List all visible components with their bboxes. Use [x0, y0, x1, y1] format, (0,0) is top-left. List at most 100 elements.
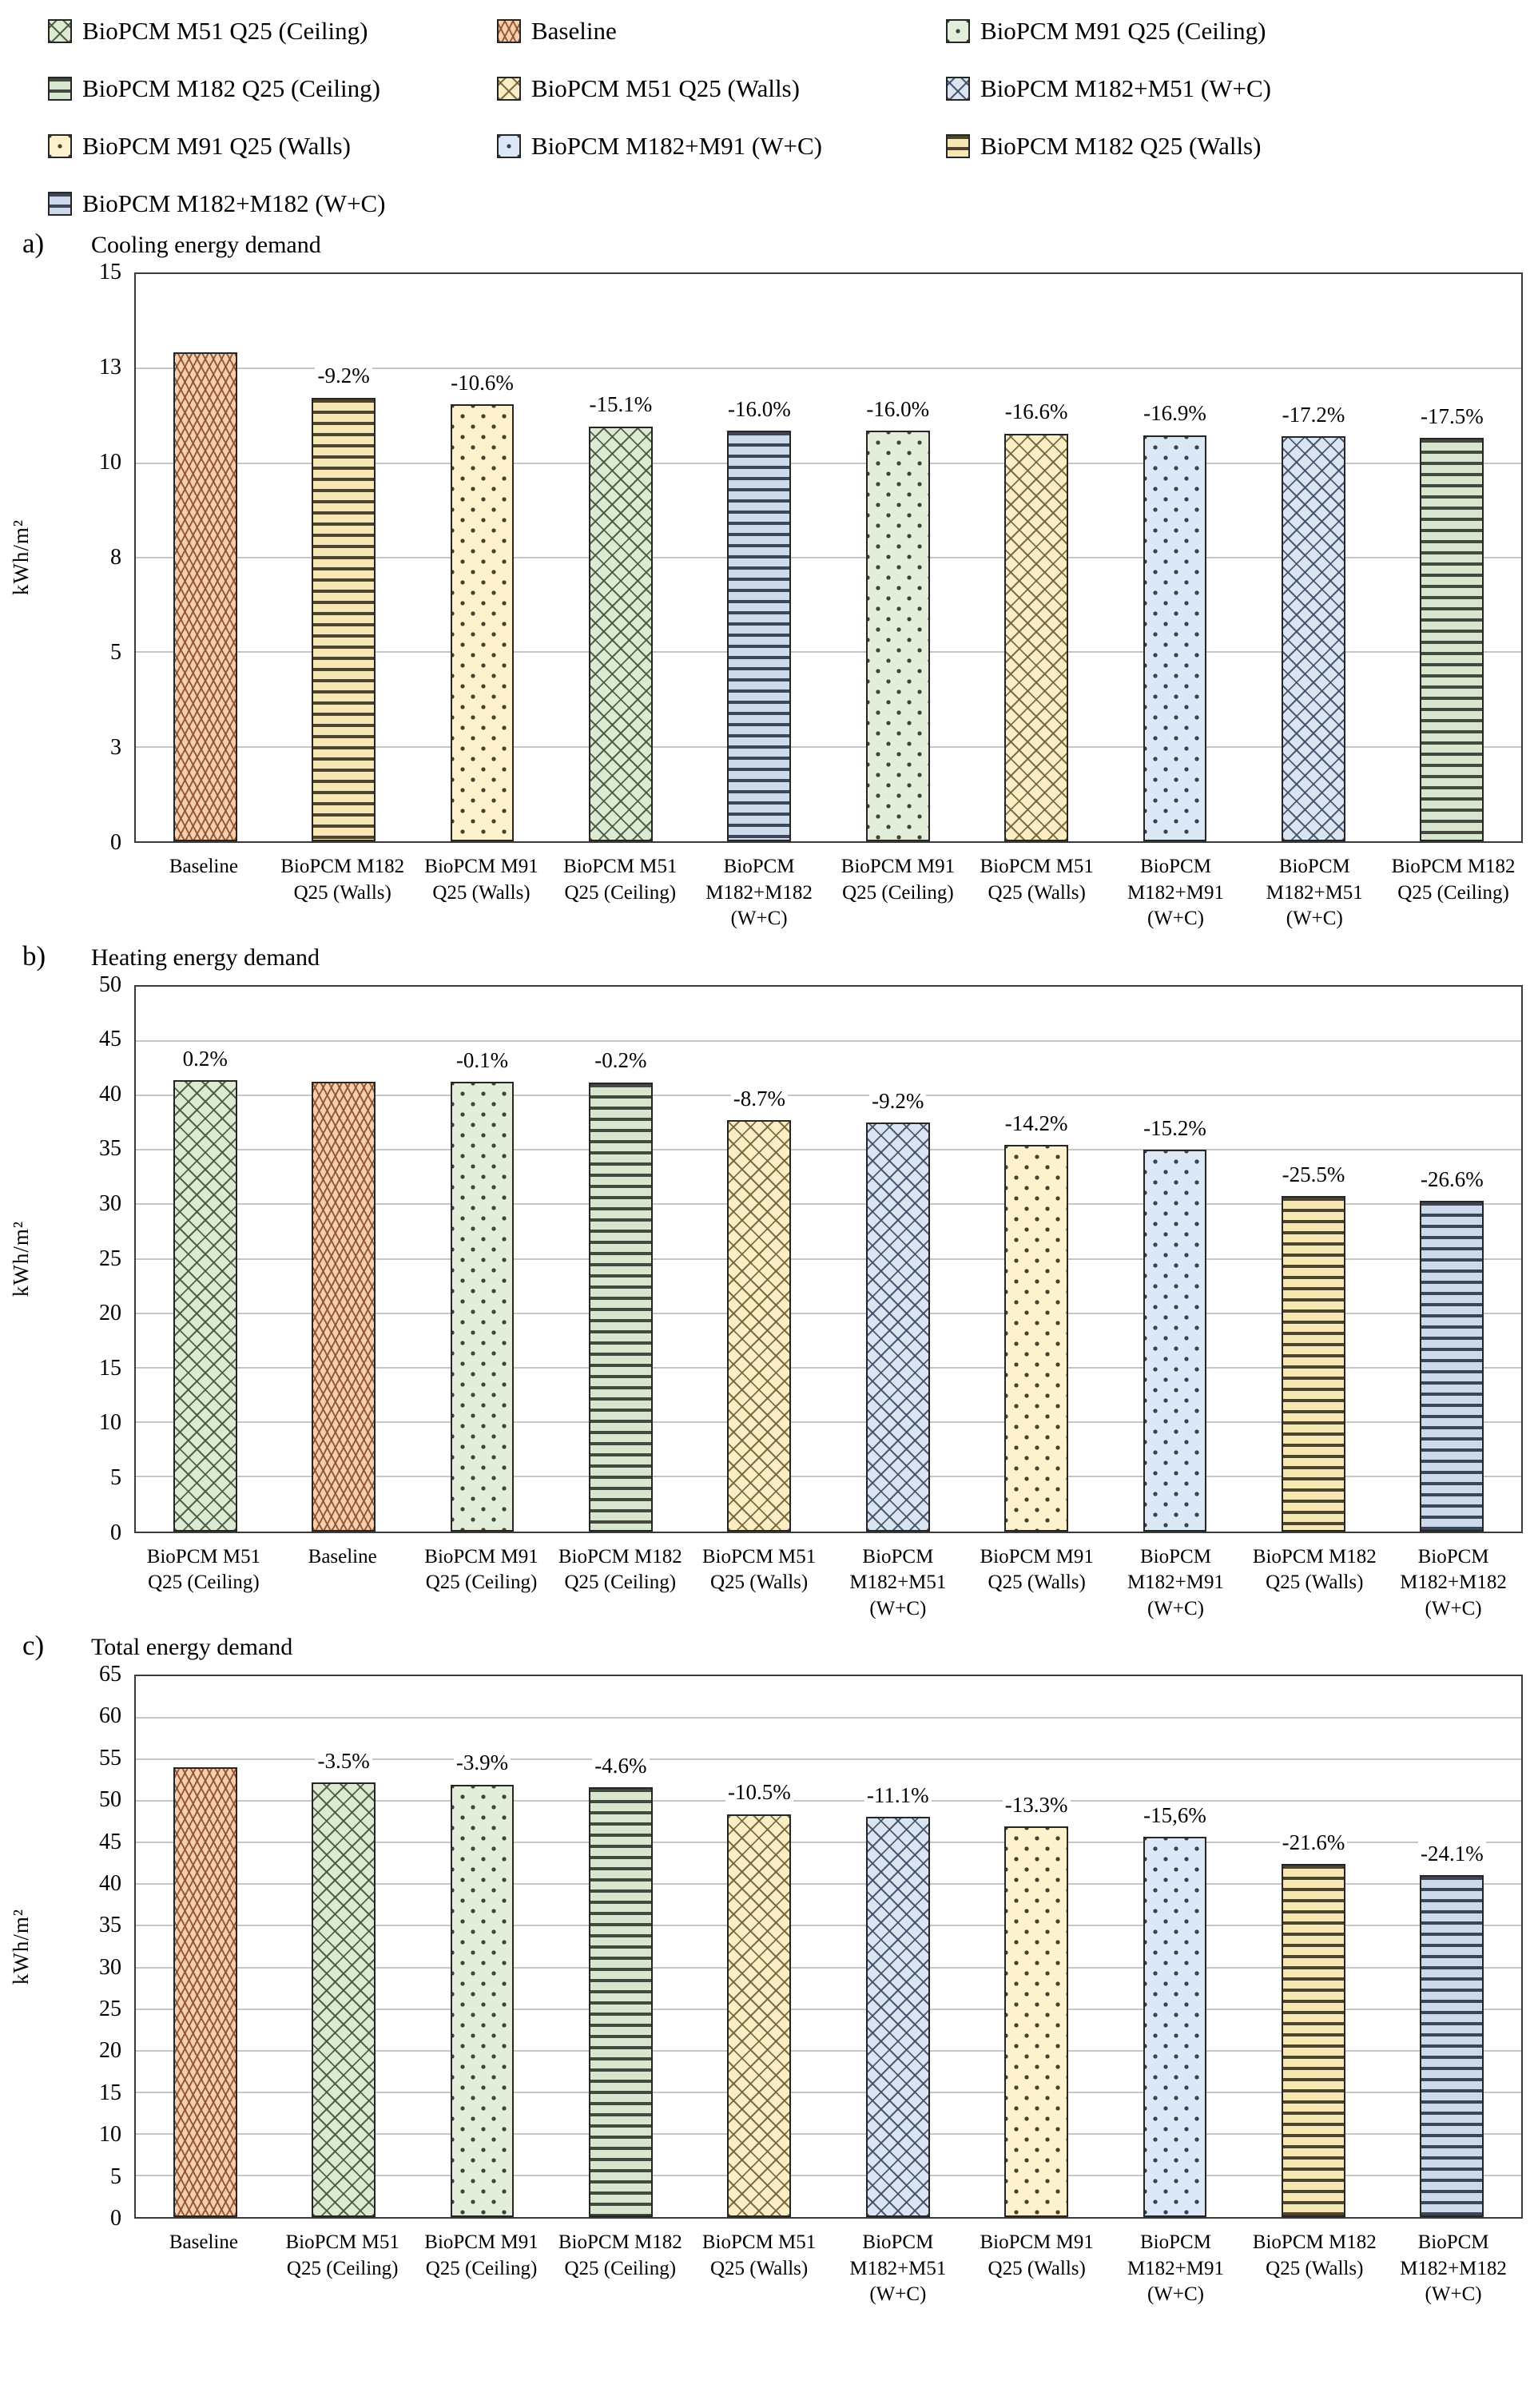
legend-item: BioPCM M182 Q25 (Walls) — [946, 129, 1441, 162]
x-category-label: BioPCM M182+M182 (W+C) — [1400, 1545, 1507, 1619]
gridline — [136, 1966, 1521, 1969]
legend-swatch-yellow-hlines-icon — [946, 133, 970, 158]
bar-a-1 — [312, 397, 376, 841]
y-tick-label: 40 — [99, 1870, 121, 1896]
x-category-label: Baseline — [308, 1545, 377, 1568]
bar-b-7 — [1143, 1149, 1207, 1532]
gridline — [136, 1842, 1521, 1844]
y-tick-label: 30 — [99, 1954, 121, 1980]
bar-a-6 — [1004, 433, 1069, 841]
gridline — [136, 1149, 1521, 1151]
bar-a-8 — [1282, 436, 1345, 841]
chart-body: kWh/m² 50 45 40 35 30 25 20 15 10 5 0 0.2% -0.1% -0.2%… — [0, 973, 1538, 1544]
y-tick-label: 13 — [99, 355, 121, 379]
bar-slot: -16.0% — [690, 274, 829, 841]
plot-area: -3.5% -3.9% -4.6% -10.5% -11.1% -13.3% -15,6% -… — [134, 1675, 1523, 2219]
bar-data-label-text: -10.6% — [448, 370, 516, 395]
bar-slot: -15.2% — [1106, 987, 1244, 1532]
legend-item: BioPCM M182+M91 (W+C) — [497, 129, 946, 162]
gridline — [136, 1366, 1521, 1369]
gridline — [136, 1094, 1521, 1096]
bar-c-2 — [450, 1784, 515, 2217]
bar-a-0 — [173, 352, 237, 841]
bar-b-4 — [727, 1120, 792, 1532]
x-category-label: BioPCM M51 Q25 (Walls) — [701, 2231, 817, 2279]
y-tick-label: 50 — [99, 1787, 121, 1813]
bar-b-6 — [1004, 1145, 1069, 1532]
bar-data-label-text: -15,6% — [1141, 1802, 1209, 1827]
y-axis-title-text: kWh/m² — [8, 1908, 33, 1985]
gridline — [136, 1717, 1521, 1719]
x-category-label: BioPCM M182+M91 (W+C) — [1127, 2231, 1224, 2305]
legend-item-label: BioPCM M91 Q25 (Ceiling) — [980, 17, 1266, 45]
legend-item: BioPCM M182+M182 (W+C) — [48, 187, 497, 220]
bar-slot: -14.2% — [967, 987, 1105, 1532]
plot-area: -9.2% -10.6% -15.1% -16.0% -16.0% -16.6% -16.9… — [134, 272, 1523, 843]
gridline — [136, 2049, 1521, 2052]
legend-swatch-green-cross-icon — [48, 18, 72, 43]
figure: BioPCM M51 Q25 (Ceiling) Baseline BioPCM M… — [0, 0, 1538, 2308]
y-axis-title-text: kWh/m² — [8, 519, 33, 596]
panel-letter: a) — [22, 228, 45, 259]
y-tick-label: 60 — [99, 1703, 121, 1729]
bar-slot: -16.9% — [1106, 274, 1244, 841]
legend-item-label: BioPCM M182+M51 (W+C) — [980, 74, 1271, 102]
bar-c-7 — [1143, 1837, 1207, 2217]
x-category-label: BioPCM M91 Q25 (Walls) — [980, 2231, 1094, 2279]
y-tick-label: 50 — [99, 972, 121, 997]
bar-a-2 — [450, 404, 515, 841]
bar-data-label-text: -13.3% — [1002, 1793, 1071, 1818]
bar-data-label-text: -16.0% — [864, 396, 932, 421]
y-axis-ticks: 65 60 55 50 45 40 35 30 25 20 15 10 5 0 — [42, 1663, 134, 2230]
chart-header: c) Total energy demand — [22, 1630, 1538, 1667]
bar-a-5 — [865, 430, 930, 841]
gridline — [136, 2091, 1521, 2093]
x-category-label: BioPCM M182+M51 (W+C) — [849, 2231, 947, 2305]
bars: -3.5% -3.9% -4.6% -10.5% -11.1% -13.3% -15,6% -… — [136, 1676, 1521, 2217]
legend-swatch-yellow-dots-icon — [48, 133, 72, 158]
bar-slot: -16.0% — [829, 274, 967, 841]
bar-data-label-text: -17.5% — [1417, 404, 1486, 429]
bar-data-label-text: -25.5% — [1279, 1162, 1348, 1186]
y-axis-title: kWh/m² — [0, 1675, 42, 2219]
chart-title: Cooling energy demand — [91, 232, 321, 258]
x-category-label: BioPCM M51 Q25 (Walls) — [701, 1545, 817, 1594]
charts-container: a) Cooling energy demand kWh/m² 15 13 10 8 5 3 0-… — [0, 228, 1538, 2308]
y-tick-label: 20 — [99, 2038, 121, 2064]
y-tick-label: 45 — [99, 1829, 121, 1854]
chart-b: b) Heating energy demand kWh/m² 50 45 40 35 30 2… — [0, 940, 1538, 1623]
bar-slot: -16.6% — [967, 274, 1105, 841]
x-category-label: BioPCM M51 Q25 (Ceiling) — [285, 2231, 399, 2279]
bar-a-7 — [1143, 435, 1207, 841]
legend-item-label: BioPCM M182 Q25 (Walls) — [980, 132, 1262, 160]
y-tick-label: 25 — [99, 1246, 121, 1271]
y-tick-label: 40 — [99, 1081, 121, 1107]
bar-slot: -13.3% — [967, 1676, 1105, 2217]
bar-data-label-text: -9.2% — [869, 1088, 927, 1113]
bar-data-label-text: -0.1% — [453, 1047, 511, 1072]
gridline — [136, 651, 1521, 654]
legend-swatch-green-dots-icon — [946, 18, 970, 43]
y-axis-ticks: 50 45 40 35 30 25 20 15 10 5 0 — [42, 973, 134, 1544]
gridline — [136, 1925, 1521, 1927]
bar-slot: -26.6% — [1383, 987, 1521, 1532]
legend-item: BioPCM M91 Q25 (Ceiling) — [946, 14, 1441, 47]
x-category-label: BioPCM M91 Q25 (Walls) — [980, 1545, 1094, 1594]
bar-slot: -8.7% — [690, 987, 829, 1532]
bar-a-9 — [1420, 438, 1484, 841]
bar-data-label-text: -24.1% — [1417, 1841, 1486, 1866]
bar-a-4 — [727, 430, 792, 841]
x-category-label: Baseline — [169, 856, 238, 877]
bar-c-9 — [1420, 1874, 1484, 2217]
legend-swatch-blue-hlines-icon — [48, 191, 72, 216]
gridline — [136, 2174, 1521, 2176]
legend: BioPCM M51 Q25 (Ceiling) Baseline BioPCM M… — [0, 0, 1538, 220]
x-category-label: BioPCM M182+M91 (W+C) — [1127, 856, 1224, 929]
bar-data-label-text: 0.2% — [180, 1046, 230, 1071]
y-tick-label: 30 — [99, 1190, 121, 1216]
y-tick-label: 15 — [99, 260, 121, 284]
bar-slot: -11.1% — [829, 1676, 967, 2217]
bar-c-1 — [312, 1782, 376, 2217]
legend-item: BioPCM M51 Q25 (Walls) — [497, 72, 946, 105]
bar-slot: -15.1% — [551, 274, 690, 841]
